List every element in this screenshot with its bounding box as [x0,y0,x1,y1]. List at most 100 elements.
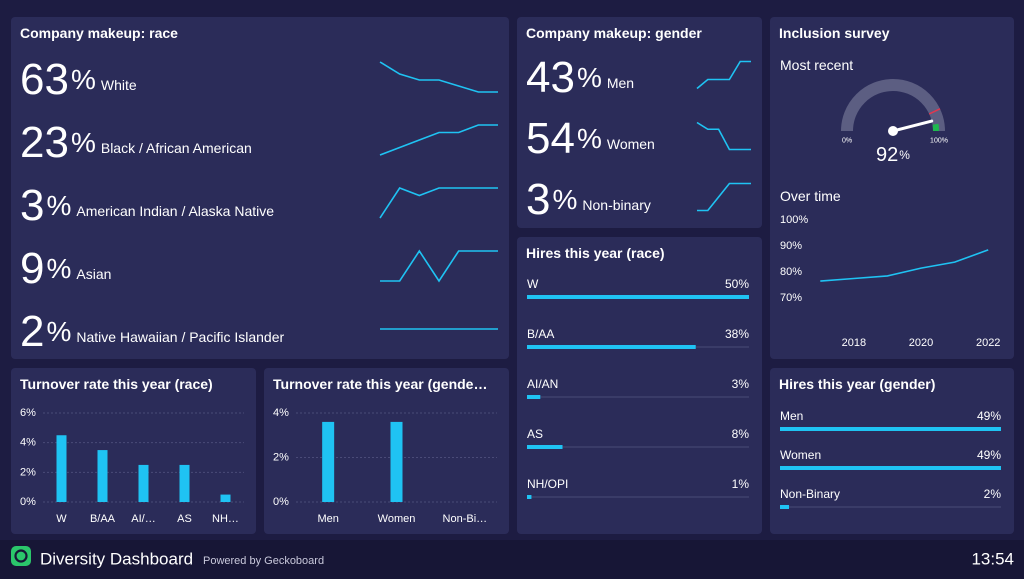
row-label: AI/AN [527,377,558,391]
stat-row: 3% American Indian / Alaska Native [20,181,274,230]
sparkline [697,182,751,212]
gauge-value: 92% [876,144,910,166]
stat-unit: % [577,62,602,93]
x-tick-label: 2022 [976,337,1000,349]
stat-value: 3 [20,181,44,230]
y-tick-label: 0% [273,496,289,508]
line [820,249,989,282]
row-value: 50% [725,277,749,291]
panel [770,17,1014,359]
stat-label: Native Hawaiian / Pacific Islander [76,329,284,345]
stat-value: 63 [20,55,69,104]
x-tick-label: AS [177,513,192,525]
panel [11,17,509,359]
stat-label: Black / African American [101,140,252,156]
stat-row: 63% White [20,55,137,104]
stat-unit: % [71,64,96,95]
stat-row: 43% Men [526,53,634,102]
stat-row: 3% Non-binary [526,175,651,224]
row-label: Non-Binary [780,487,840,501]
logo-mark [14,549,28,563]
sparkline [696,60,751,90]
y-tick-label: 4% [273,407,289,419]
gauge-tick-label: 0% [842,138,852,145]
y-tick-label: 2% [273,452,289,464]
gauge-value-unit: % [899,148,910,162]
panel [770,368,1014,534]
progress-bar [527,495,532,499]
row-value: 8% [732,427,750,441]
bar [390,421,403,502]
gauge-needle [891,119,934,133]
row-label: NH/OPI [527,477,568,491]
bar [97,450,108,502]
x-tick-label: AI/… [131,513,155,525]
x-tick-label: NH… [212,513,239,525]
bar [56,435,67,502]
stat-value: 54 [526,114,575,163]
sparkline [379,61,498,93]
stat-value: 43 [526,53,575,102]
subtitle: Most recent [780,57,853,73]
row-value: 2% [984,487,1002,501]
x-tick-label: 2018 [842,337,866,349]
sparkline [696,121,751,151]
row-label: B/AA [527,327,554,341]
panel-title: Inclusion survey [779,25,890,41]
sparkline [379,124,498,156]
stat-unit: % [46,253,71,284]
panel-title: Company makeup: gender [526,25,702,41]
x-tick-label: Women [378,513,416,525]
sparkline [380,249,498,283]
progress-bar [527,345,696,349]
powered-by: Powered by Geckoboard [203,555,324,567]
y-tick-label: 100% [780,214,808,226]
x-tick-label: Non-Bi… [443,513,488,525]
stat-row: 9% Asian [20,244,111,293]
stat-label: Non-binary [582,197,650,213]
bar [220,494,231,502]
stat-value: 23 [20,118,69,167]
x-tick-label: B/AA [90,513,116,525]
panel-title: Company makeup: race [20,25,178,41]
gauge-band [932,123,939,132]
stat-unit: % [552,184,577,215]
stat-label: Men [607,75,634,91]
footer-bar [0,540,1024,579]
y-tick-label: 70% [780,292,802,304]
row-value: 49% [977,448,1001,462]
panel [11,368,256,534]
stat-row: 54% Women [526,114,655,163]
y-tick-label: 0% [20,496,36,508]
panel [264,368,509,534]
row-value: 1% [732,477,750,491]
panel-title: Turnover rate this year (gende… [273,376,487,392]
x-tick-label: 2020 [909,337,933,349]
stat-row: 2% Native Hawaiian / Pacific Islander [20,307,284,356]
sparkline [379,187,498,219]
stat-label: American Indian / Alaska Native [76,203,274,219]
row-label: AS [527,427,543,441]
panel [517,17,762,228]
stat-value: 3 [526,175,550,224]
x-tick-label: Men [317,513,338,525]
row-label: Women [780,448,821,462]
stat-unit: % [46,316,71,347]
panel-title: Turnover rate this year (race) [20,376,213,392]
progress-bar [780,466,1001,470]
progress-bar [780,505,790,509]
subtitle: Over time [780,188,841,204]
stat-label: White [101,77,137,93]
bar [179,464,190,502]
gauge-hub [888,126,898,136]
progress-bar [527,445,563,449]
progress-bar [527,295,749,299]
stat-unit: % [71,127,96,158]
gauge-value-number: 92 [876,144,898,166]
logo [11,546,31,566]
progress-bar [527,395,541,399]
y-tick-label: 90% [780,240,802,252]
row-value: 3% [732,377,750,391]
row-value: 38% [725,327,749,341]
